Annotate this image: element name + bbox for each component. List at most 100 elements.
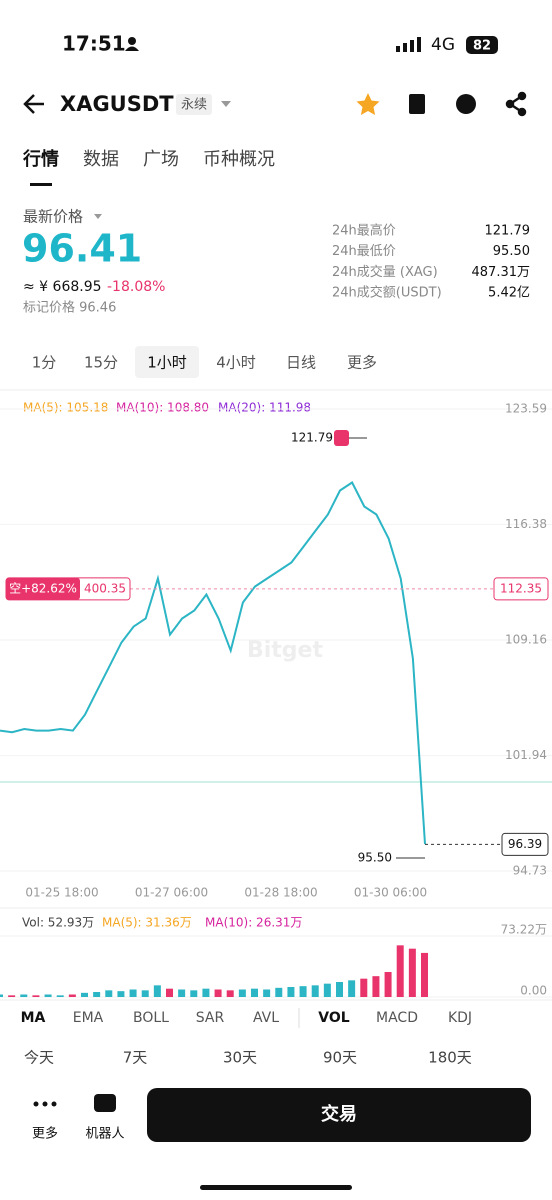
indicator[interactable]: BOLL <box>133 1010 169 1026</box>
position-tag: 空+82.62% <box>9 581 77 595</box>
favorite[interactable] <box>356 93 380 115</box>
vol-bar <box>44 994 52 997</box>
vol-bar <box>348 980 356 997</box>
indicator[interactable]: MA <box>21 1010 46 1026</box>
interval[interactable]: 1小时 <box>147 354 187 372</box>
trade[interactable]: 交易 <box>321 1103 357 1125</box>
robot-icon[interactable] <box>94 1094 116 1112</box>
vol-bar <box>117 991 125 997</box>
x-tick-label: 01-30 06:00 <box>354 886 427 900</box>
indicator[interactable]: SAR <box>196 1010 225 1026</box>
y-tick-label: 94.73 <box>513 864 547 878</box>
watermark: Bitget <box>247 638 323 663</box>
indicator[interactable]: AVL <box>253 1010 279 1026</box>
vol-bar <box>299 986 307 997</box>
period[interactable]: 30天 <box>223 1049 257 1067</box>
current-price: 96.39 <box>508 837 542 851</box>
vol-bar <box>226 990 234 997</box>
bot-icon[interactable] <box>456 94 476 114</box>
price-dropdown[interactable] <box>94 214 102 219</box>
time: 17:51 <box>62 32 126 56</box>
sell-marker <box>334 430 349 446</box>
vol-title: Vol: 52.93万 <box>22 916 94 930</box>
vol-bar <box>68 994 76 997</box>
vol-bar <box>408 948 416 997</box>
battery <box>466 36 498 54</box>
position-tag-fill <box>6 577 80 600</box>
robot[interactable]: 机器人 <box>85 1127 124 1142</box>
price-label: 最新价格 <box>23 208 83 226</box>
vol-bar <box>214 989 222 997</box>
stat-value: 95.50 <box>493 244 530 259</box>
vol-tick-label: 73.22万 <box>501 923 547 937</box>
tab[interactable]: 数据 <box>83 149 119 170</box>
home-indicator <box>200 1185 352 1190</box>
indicator[interactable]: KDJ <box>448 1010 472 1026</box>
x-tick-label: 01-27 06:00 <box>135 886 208 900</box>
vol-ma-label: MA(5): 31.36万 <box>102 916 192 930</box>
stat-value: 121.79 <box>485 224 531 239</box>
vol-bar <box>178 989 186 997</box>
vol-bar <box>323 983 331 997</box>
vol-bar <box>287 987 295 997</box>
vol-bar <box>81 992 88 997</box>
tab[interactable]: 广场 <box>143 149 179 170</box>
indicator[interactable]: VOL <box>318 1010 349 1026</box>
more[interactable]: 更多 <box>32 1126 58 1142</box>
cny-price: ≈ ¥ 668.95 <box>23 279 102 295</box>
tab[interactable]: 币种概况 <box>203 149 275 170</box>
indicator[interactable]: EMA <box>73 1010 104 1026</box>
last-price: 96.41 <box>22 227 142 271</box>
y-tick-label: 101.94 <box>505 748 547 762</box>
badge: 永续 <box>181 98 207 113</box>
vol-bar <box>251 988 258 997</box>
notes-icon[interactable] <box>409 94 425 114</box>
vol-bar <box>8 995 16 997</box>
vol-bar <box>190 990 198 997</box>
more-icon[interactable] <box>33 1101 57 1107</box>
interval[interactable]: 15分 <box>84 354 118 372</box>
vol-bar <box>93 992 101 997</box>
signal-icon <box>396 37 421 52</box>
stat-value: 5.42亿 <box>488 286 530 301</box>
ma-label: MA(20): 111.98 <box>218 401 311 415</box>
interval[interactable]: 1分 <box>32 354 57 372</box>
period[interactable]: 今天 <box>24 1049 54 1067</box>
vol-bar <box>166 988 173 997</box>
change: -18.08% <box>107 279 165 295</box>
user-icon-body <box>125 46 139 51</box>
x-tick-label: 01-25 18:00 <box>25 886 98 900</box>
position-price: 112.35 <box>500 581 542 595</box>
vol-bar <box>360 978 368 997</box>
vol-bar <box>384 972 392 997</box>
vol-bar <box>32 995 40 997</box>
interval[interactable]: 日线 <box>286 354 316 372</box>
interval[interactable]: 更多 <box>347 354 377 372</box>
y-tick-label: 109.16 <box>505 633 547 647</box>
position-price-bg <box>493 577 549 601</box>
period[interactable]: 7天 <box>123 1049 148 1067</box>
stat-label: 24h成交量 (XAG) <box>332 264 438 280</box>
vol-bar <box>141 990 149 997</box>
vol-bar <box>421 952 428 997</box>
dropdown[interactable] <box>221 101 231 107</box>
stat-label: 24h最高价 <box>332 223 396 239</box>
back-button[interactable] <box>23 94 44 114</box>
x-tick-label: 01-28 18:00 <box>244 886 317 900</box>
y-tick-label: 123.59 <box>505 402 547 416</box>
vol-bar <box>0 994 3 997</box>
vol-bar <box>311 985 319 997</box>
trade-button[interactable] <box>147 1088 531 1142</box>
vol-ma-label: MA(10): 26.31万 <box>205 916 302 930</box>
indicator[interactable]: MACD <box>376 1010 418 1026</box>
period[interactable]: 180天 <box>428 1049 472 1067</box>
share-icon[interactable] <box>505 91 527 117</box>
period[interactable]: 90天 <box>323 1049 357 1067</box>
stat-label: 24h成交额(USDT) <box>332 285 442 301</box>
tab[interactable]: 行情 <box>22 148 59 170</box>
battery-level: 82 <box>473 39 491 54</box>
y-tick-label: 116.38 <box>505 517 547 531</box>
interval[interactable]: 4小时 <box>216 354 256 372</box>
